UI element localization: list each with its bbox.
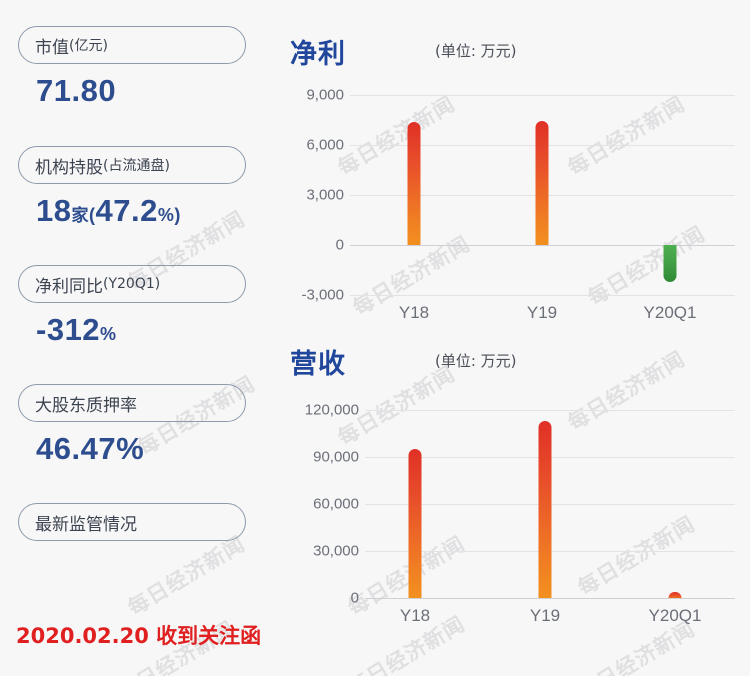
y-tick-label: -3,000 — [301, 286, 344, 304]
bar-net-profit-y18 — [407, 121, 421, 245]
metric-label-main: 大股东质押率 — [35, 395, 137, 416]
metric-label-main: 最新监管情况 — [35, 514, 137, 535]
metric-value-institutional-holding: 18家(47.2%) — [36, 193, 246, 229]
percent-sign: % — [157, 205, 175, 225]
yoy-unit: % — [100, 324, 117, 344]
metric-label-regulatory-status: 最新监管情况 — [18, 503, 246, 541]
x-tick-label: Y20Q1 — [648, 606, 702, 625]
revenue-plot-area: 120,000 90,000 60,000 30,000 0 Y18 Y19 Y… — [305, 402, 735, 625]
x-tick-label: Y20Q1 — [643, 303, 697, 322]
paren-open: ( — [88, 205, 96, 225]
bar-revenue-y18 — [408, 449, 422, 598]
holding-count: 18 — [36, 193, 72, 228]
revenue-chart: 营收 (单位: 万元) 120,000 90,000 60,000 30,000… — [285, 332, 750, 642]
y-tick-label: 90,000 — [313, 448, 359, 466]
zero-axis-line — [350, 245, 735, 246]
regulatory-notice: 2020.02.20 收到关注函 — [16, 624, 262, 648]
net-profit-chart: 净利 (单位: 万元) 9,000 6,000 3,000 0 -3,000 Y… — [285, 20, 750, 322]
metric-label-sub: (Y20Q1) — [103, 276, 161, 292]
zero-axis-line — [365, 598, 735, 599]
chart-unit-revenue: (单位: 万元) — [435, 352, 517, 370]
metric-value-pledge-ratio: 46.47% — [36, 431, 145, 466]
metric-label-main: 机构持股 — [35, 157, 103, 178]
y-tick-label: 60,000 — [313, 495, 359, 513]
x-tick-label: Y19 — [526, 303, 558, 322]
y-tick-label: 6,000 — [306, 136, 344, 154]
chart-unit-net-profit: (单位: 万元) — [435, 42, 517, 60]
y-tick-label: 30,000 — [313, 542, 359, 560]
paren-close: ) — [174, 205, 181, 225]
metric-pledge-ratio: 大股东质押率 46.47% — [18, 384, 246, 467]
chart-title-net-profit: 净利 — [290, 39, 346, 70]
metric-value-net-profit-yoy: -312% — [36, 312, 246, 348]
metric-label-sub: (亿元) — [69, 38, 108, 54]
metric-label-institutional-holding: 机构持股 (占流通盘) — [18, 146, 246, 184]
gridline — [350, 95, 735, 96]
y-tick-label: 3,000 — [306, 186, 344, 204]
bar-net-profit-y20q1 — [663, 245, 677, 282]
x-tick-label: Y19 — [529, 606, 561, 625]
x-tick-label: Y18 — [399, 606, 431, 625]
bar-revenue-y20q1 — [668, 592, 682, 598]
gridline — [350, 295, 735, 296]
holding-percent: 47.2 — [95, 193, 158, 228]
holding-count-unit: 家 — [71, 206, 89, 226]
metric-institutional-holding: 机构持股 (占流通盘) 18家(47.2%) — [18, 146, 246, 229]
bar-revenue-y19 — [538, 421, 552, 598]
y-tick-label: 9,000 — [306, 86, 344, 104]
yoy-number: -312 — [36, 312, 101, 347]
metric-label-main: 净利同比 — [35, 276, 103, 297]
metric-label-sub: (占流通盘) — [103, 158, 170, 174]
gridline — [365, 410, 735, 411]
metric-label-pledge-ratio: 大股东质押率 — [18, 384, 246, 422]
metric-value-market-cap: 71.80 — [36, 73, 117, 108]
metric-market-cap: 市值 (亿元) 71.80 — [18, 26, 246, 109]
bar-net-profit-y19 — [535, 120, 549, 245]
metric-label-main: 市值 — [35, 37, 69, 58]
y-tick-label: 0 — [335, 236, 344, 254]
y-tick-label: 120,000 — [304, 401, 359, 419]
x-tick-label: Y18 — [398, 303, 430, 322]
metric-label-net-profit-yoy: 净利同比 (Y20Q1) — [18, 265, 246, 303]
metrics-panel: 市值 (亿元) 71.80 机构持股 (占流通盘) 18家(47.2%) 净利同比(… — [0, 0, 285, 676]
metric-label-market-cap: 市值 (亿元) — [18, 26, 246, 64]
chart-title-revenue: 营收 — [290, 349, 346, 380]
metric-net-profit-yoy: 净利同比 (Y20Q1) -312% — [18, 265, 246, 348]
net-profit-plot-area: 9,000 6,000 3,000 0 -3,000 Y18 Y19 Y20Q1 — [301, 87, 735, 322]
metric-regulatory-status: 最新监管情况 — [18, 503, 246, 541]
y-tick-label: 0 — [350, 589, 359, 607]
